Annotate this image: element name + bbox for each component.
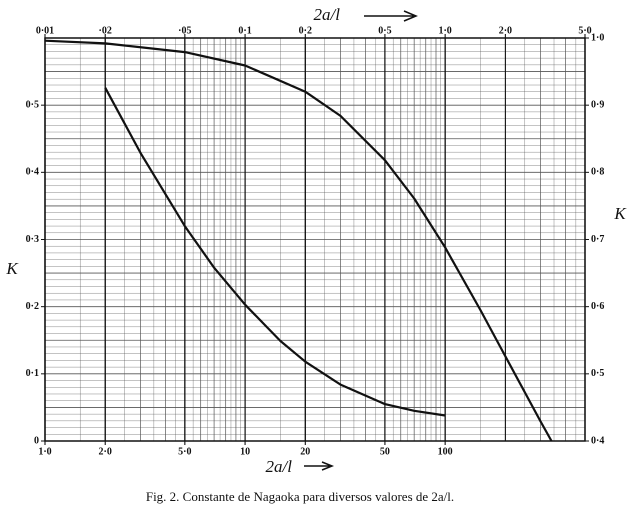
x-tick-label: 100	[438, 446, 453, 457]
y-tick-label: 0	[34, 435, 39, 446]
y2-tick-label: 0·5	[591, 368, 604, 379]
arrow	[304, 461, 335, 471]
y2-tick-label: 0·9	[591, 99, 604, 110]
y-tick-label: 0·3	[26, 234, 39, 245]
y2-axis-label: K	[613, 204, 627, 223]
y-axis-label: K	[5, 259, 19, 278]
x-tick-label: 10	[240, 446, 250, 457]
y2-tick-label: 0·6	[591, 301, 604, 312]
x-tick-label: 50	[380, 446, 390, 457]
x-tick-label: 2·0	[99, 446, 112, 457]
x2-tick-label: 0·01	[36, 25, 54, 36]
x2-tick-label: 0·5	[378, 25, 391, 36]
x2-tick-label: 5·0	[578, 25, 591, 36]
arrow	[364, 10, 418, 22]
x2-tick-label: 0·2	[299, 25, 312, 36]
x-axis-label: 2a/l	[266, 457, 293, 476]
y-tick-label: 0·4	[26, 167, 39, 178]
y2-tick-label: 0·4	[591, 435, 604, 446]
y2-tick-label: 0·8	[591, 167, 604, 178]
y-tick-label: 0·2	[26, 301, 39, 312]
caption: Fig. 2. Constante de Nagaoka para divers…	[146, 489, 454, 504]
x2-tick-label: 2·0	[499, 25, 512, 36]
y2-tick-label: 1·0	[591, 32, 604, 43]
grid	[44, 34, 586, 445]
x-tick-label: 1·0	[38, 446, 51, 457]
x2-tick-label: ·02	[99, 25, 112, 36]
x-tick-label: 5·0	[178, 446, 191, 457]
curve	[44, 39, 553, 442]
x2-axis-label: 2a/l	[314, 5, 341, 24]
curve	[104, 87, 446, 417]
y-tick-label: 0·5	[26, 99, 39, 110]
x2-tick-label: 1·0	[438, 25, 451, 36]
x2-tick-label: ·05	[178, 25, 191, 36]
x-tick-label: 20	[300, 446, 310, 457]
y2-tick-label: 0·7	[591, 234, 604, 245]
y-tick-label: 0·1	[26, 368, 39, 379]
x2-tick-label: 0·1	[238, 25, 251, 36]
